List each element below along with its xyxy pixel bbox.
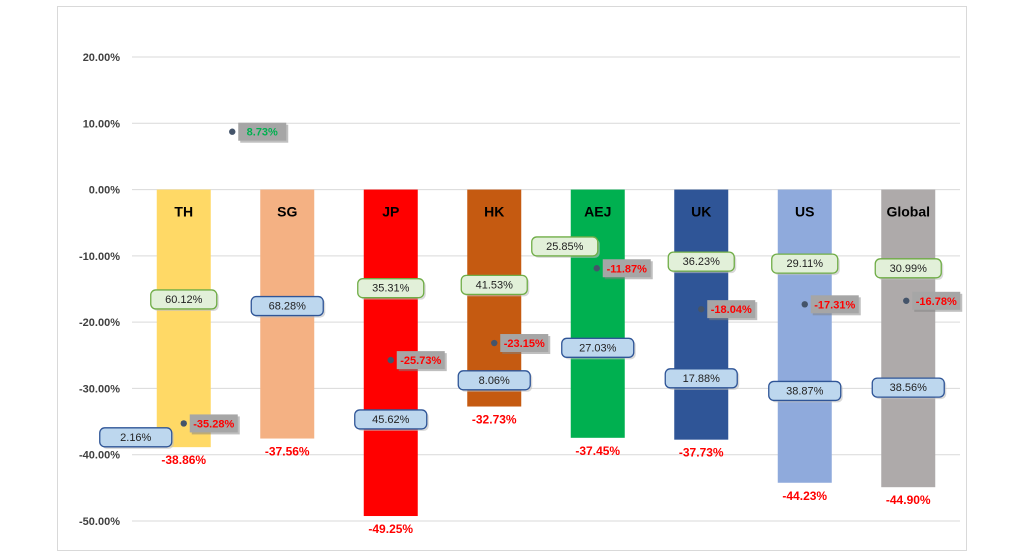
green-value-box [667,251,735,272]
category-label: UK [691,204,711,220]
green-value-box-text: 25.85% [546,241,584,253]
min-value-label: -49.25% [368,522,413,536]
point-label-box [707,300,756,319]
point-label-box [396,351,445,370]
green-value-box-text: 30.99% [890,263,928,275]
y-tick-label: 10.00% [83,118,121,130]
green-value-box-text: 36.23% [683,256,721,268]
green-value-box [771,253,839,274]
min-value-label: -32.73% [472,413,517,427]
min-value-label: -44.90% [886,493,931,507]
blue-value-box-text: 8.06% [479,375,510,387]
bar-us [777,189,832,483]
data-point [801,301,808,308]
point-label-text: 8.73% [247,127,278,139]
y-tick-label: -10.00% [79,251,120,263]
point-label-text: -17.31% [814,299,855,311]
point-label-text: -25.73% [400,355,441,367]
data-point [229,128,236,135]
chart-frame [57,6,967,551]
blue-value-box [664,368,738,389]
category-label: AEJ [584,204,611,220]
point-label-box [810,295,859,314]
point-label-box [912,291,961,310]
blue-value-box [99,427,173,448]
bar-global [881,189,936,488]
green-value-box [357,278,425,299]
point-label-text: -18.04% [711,304,752,316]
category-label: US [795,204,814,220]
green-value-box-text: 60.12% [165,294,203,306]
green-value-box [874,258,942,279]
blue-value-box-text: 27.03% [579,342,617,354]
blue-value-box [457,370,531,391]
min-value-label: -38.86% [161,453,206,467]
blue-value-box [768,380,842,402]
data-point [593,265,600,272]
data-point [698,305,705,313]
data-point [180,420,187,427]
blue-value-box-text: 38.87% [786,385,824,397]
green-value-box [150,289,218,310]
bar-th [156,189,211,448]
green-value-box-text: 41.53% [476,279,514,291]
data-point [387,356,394,364]
data-point [903,297,910,304]
point-label-box [189,414,238,433]
blue-value-box-text: 38.56% [890,382,928,394]
y-tick-label: -20.00% [79,317,120,329]
blue-value-box [354,409,428,430]
green-value-box-text: 29.11% [787,258,824,270]
data-point [491,339,498,347]
bar-aej [570,189,625,438]
blue-value-box-text: 2.16% [120,432,151,444]
category-label: TH [174,204,193,220]
blue-value-box [561,337,635,358]
point-label-text: -35.28% [193,418,234,430]
category-label: Global [886,204,930,220]
y-tick-label: -30.00% [79,383,120,395]
point-label-box [238,122,287,141]
y-tick-label: 20.00% [83,52,121,64]
green-value-box [460,274,528,296]
category-label: HK [484,204,504,220]
point-label-box [602,259,651,278]
point-label-text: -16.78% [916,296,957,308]
point-label-text: -23.15% [504,338,545,350]
min-value-label: -37.56% [265,445,310,459]
min-value-label: -37.45% [575,444,620,458]
y-tick-label: 0.00% [89,185,120,197]
y-tick-label: -50.00% [79,516,120,528]
blue-value-box [250,295,324,317]
point-label-text: -11.87% [607,263,648,275]
y-tick-label: -40.00% [79,450,120,462]
green-value-box [531,236,599,257]
point-label-box [500,334,549,353]
blue-value-box-text: 17.88% [683,373,721,385]
green-value-box-text: 35.31% [372,283,410,295]
blue-value-box [871,377,945,398]
blue-value-box-text: 68.28% [269,301,307,313]
min-value-label: -44.23% [782,489,827,503]
min-value-label: -37.73% [679,446,724,460]
category-label: JP [382,204,399,220]
category-label: SG [277,204,297,220]
blue-value-box-text: 45.62% [372,414,410,426]
